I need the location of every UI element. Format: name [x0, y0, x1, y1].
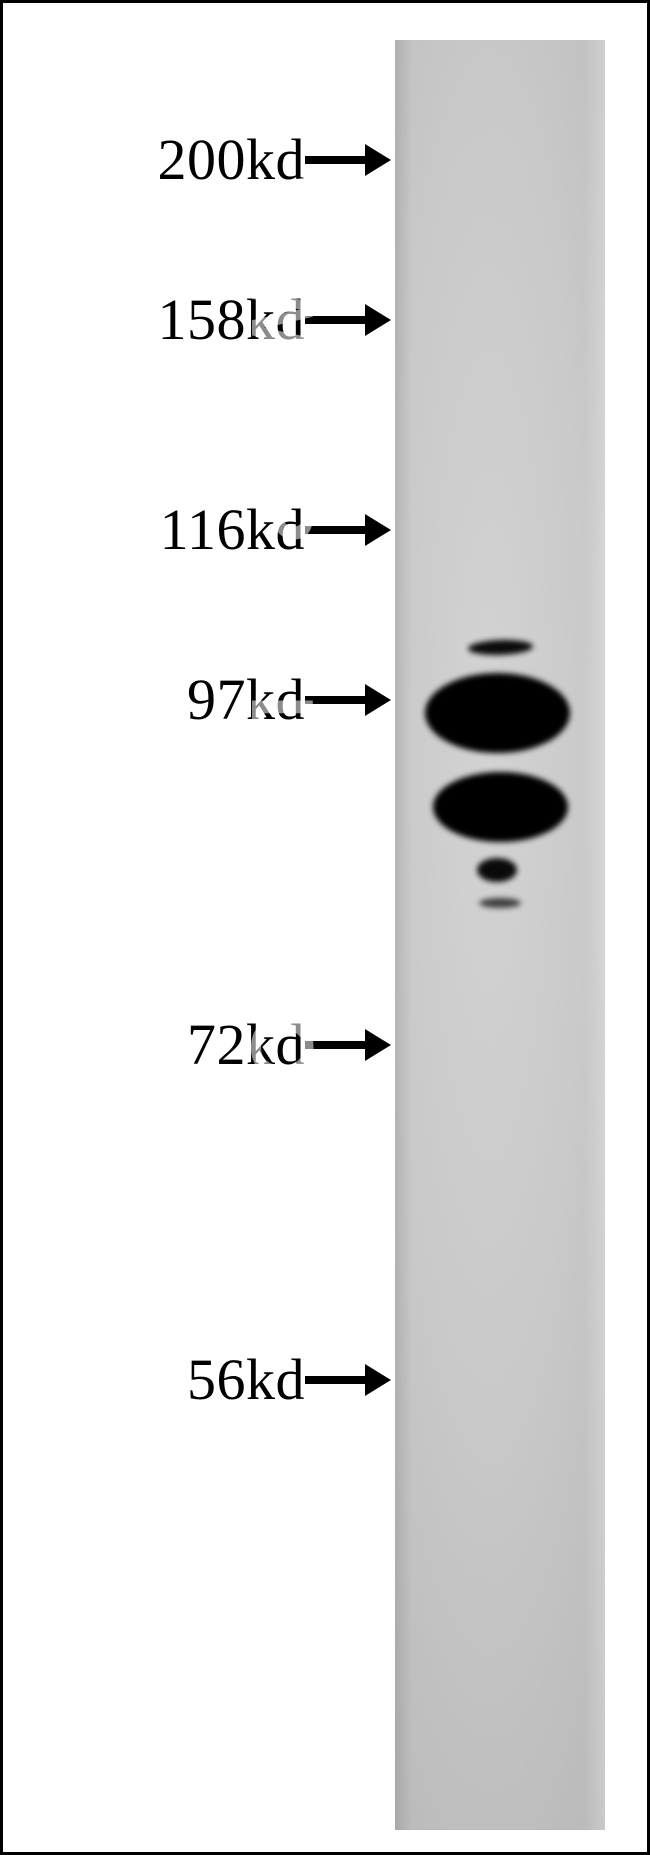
protein-band [479, 898, 521, 908]
arrow-shaft [305, 156, 365, 164]
arrow-right-icon [305, 1029, 391, 1061]
figure-canvas: 200kd158kd116kd97kd72kd56kd WWW.PTGLAB.C… [0, 0, 650, 1855]
mw-marker-label: 97kd [110, 666, 305, 733]
arrow-right-icon [305, 1364, 391, 1396]
lane-edge-highlight [395, 40, 605, 1830]
mw-marker: 97kd [110, 664, 391, 736]
mw-marker: 56kd [110, 1344, 391, 1416]
lane-edge-shadow [395, 40, 605, 1830]
arrow-right-icon [305, 144, 391, 176]
protein-band [433, 772, 568, 842]
mw-marker-label: 72kd [110, 1011, 305, 1078]
mw-marker: 158kd [110, 284, 391, 356]
mw-marker-label: 116kd [110, 496, 305, 563]
arrow-right-icon [305, 304, 391, 336]
mw-marker-label: 158kd [110, 286, 305, 353]
arrow-head [365, 144, 391, 176]
mw-marker: 116kd [110, 494, 391, 566]
arrow-head [365, 514, 391, 546]
mw-marker: 200kd [110, 124, 391, 196]
mw-marker: 72kd [110, 1009, 391, 1081]
blot-lane [395, 40, 605, 1830]
protein-band [425, 673, 570, 753]
arrow-shaft [305, 1041, 365, 1049]
mw-marker-label: 200kd [110, 126, 305, 193]
arrow-shaft [305, 1376, 365, 1384]
arrow-head [365, 1364, 391, 1396]
protein-band [477, 858, 517, 882]
arrow-shaft [305, 696, 365, 704]
mw-marker-label: 56kd [110, 1346, 305, 1413]
arrow-head [365, 684, 391, 716]
arrow-right-icon [305, 514, 391, 546]
arrow-shaft [305, 316, 365, 324]
lane-vignette [395, 40, 605, 1830]
arrow-shaft [305, 526, 365, 534]
arrow-head [365, 1029, 391, 1061]
arrow-head [365, 304, 391, 336]
blot-lane-film [395, 40, 605, 1830]
arrow-right-icon [305, 684, 391, 716]
